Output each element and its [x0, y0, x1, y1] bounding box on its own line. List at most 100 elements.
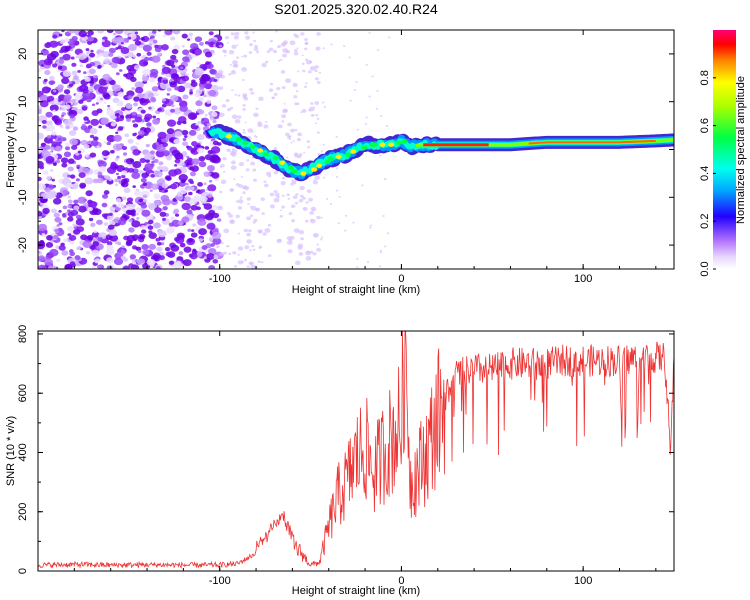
noise-blob	[182, 141, 188, 147]
noise-blob	[264, 120, 268, 123]
noise-blob	[189, 252, 198, 260]
noise-blob	[172, 30, 181, 35]
noise-blob	[97, 237, 104, 242]
noise-blob	[179, 66, 184, 70]
noise-blob	[211, 52, 215, 55]
snr-x-tick-label: 0	[398, 575, 404, 587]
noise-blob	[97, 160, 107, 168]
noise-blob	[207, 165, 215, 172]
noise-blob	[200, 117, 210, 125]
noise-blob	[290, 204, 296, 209]
noise-blob	[58, 222, 63, 226]
noise-blob	[210, 117, 214, 121]
noise-blob	[316, 215, 321, 220]
noise-blob	[198, 96, 205, 102]
noise-blob	[252, 168, 257, 172]
noise-blob	[64, 263, 73, 269]
noise-blob	[292, 140, 295, 142]
noise-blob	[197, 182, 203, 187]
noise-blob	[200, 188, 206, 193]
noise-blob	[75, 218, 85, 226]
noise-blob	[88, 217, 94, 222]
noise-blob	[67, 166, 74, 172]
noise-blob	[131, 203, 136, 208]
noise-blob	[380, 115, 383, 118]
snr-x-tick-label: -100	[209, 575, 231, 587]
noise-blob	[186, 157, 193, 163]
noise-blob	[38, 202, 41, 206]
noise-blob	[337, 222, 340, 225]
noise-blob	[140, 37, 145, 41]
noise-blob	[96, 55, 100, 58]
noise-blob	[121, 178, 128, 184]
noise-blob	[174, 131, 183, 138]
noise-blob	[43, 136, 53, 144]
noise-blob	[153, 193, 161, 199]
noise-blob	[61, 250, 69, 256]
noise-blob	[57, 65, 63, 70]
noise-blob	[157, 107, 162, 112]
noise-blob	[99, 46, 106, 51]
noise-blob	[208, 31, 214, 36]
noise-blob	[76, 247, 80, 251]
noise-blob	[96, 177, 104, 184]
noise-blob	[179, 99, 183, 102]
noise-blob	[385, 125, 389, 128]
noise-blob	[132, 185, 136, 189]
noise-blob	[316, 247, 322, 252]
noise-blob	[148, 43, 152, 47]
noise-blob	[101, 150, 110, 157]
noise-blob	[39, 165, 45, 170]
snr-panel: -100 0 100 0 200 400 600 800 Height of straight…	[5, 325, 675, 597]
noise-blob	[67, 158, 75, 164]
noise-blob	[221, 104, 227, 108]
noise-blob	[162, 240, 166, 243]
noise-blob	[158, 255, 165, 261]
noise-blob	[120, 115, 125, 119]
ridge-hotspot	[272, 155, 279, 161]
noise-blob	[310, 206, 317, 212]
noise-blob	[290, 235, 295, 240]
noise-blob	[286, 156, 289, 159]
noise-blob	[230, 160, 236, 165]
noise-blob	[136, 52, 142, 57]
ridge-hotspot	[242, 140, 249, 146]
noise-blob	[168, 260, 175, 265]
noise-blob	[87, 125, 93, 129]
noise-blob	[186, 155, 190, 159]
colorbar-label: Normalized spectral amplitude	[735, 76, 747, 224]
noise-blob	[292, 82, 298, 88]
noise-blob	[97, 64, 102, 69]
noise-blob	[132, 149, 141, 156]
noise-blob	[129, 254, 137, 260]
noise-blob	[77, 150, 82, 154]
noise-blob	[309, 66, 316, 71]
noise-blob	[313, 179, 316, 181]
noise-blob	[75, 178, 80, 182]
noise-blob	[234, 93, 238, 96]
noise-blob	[263, 183, 269, 188]
noise-blob	[134, 116, 143, 123]
noise-blob	[44, 69, 51, 75]
noise-blob	[131, 245, 138, 250]
noise-blob	[240, 176, 243, 178]
noise-blob	[81, 167, 90, 175]
noise-blob	[140, 177, 147, 183]
noise-blob	[269, 82, 274, 86]
noise-blob	[246, 265, 250, 268]
noise-blob	[69, 251, 76, 257]
noise-blob	[46, 87, 52, 91]
noise-blob	[268, 47, 274, 52]
noise-blob	[234, 31, 240, 36]
noise-blob	[160, 194, 170, 202]
noise-blob	[260, 261, 264, 264]
noise-blob	[218, 112, 225, 118]
noise-blob	[282, 53, 288, 58]
noise-blob	[97, 171, 103, 176]
noise-blob	[112, 204, 117, 208]
noise-blob	[162, 150, 170, 157]
noise-blob	[296, 70, 300, 73]
noise-blob	[207, 193, 213, 198]
noise-blob	[305, 256, 312, 261]
noise-blob	[261, 62, 267, 68]
